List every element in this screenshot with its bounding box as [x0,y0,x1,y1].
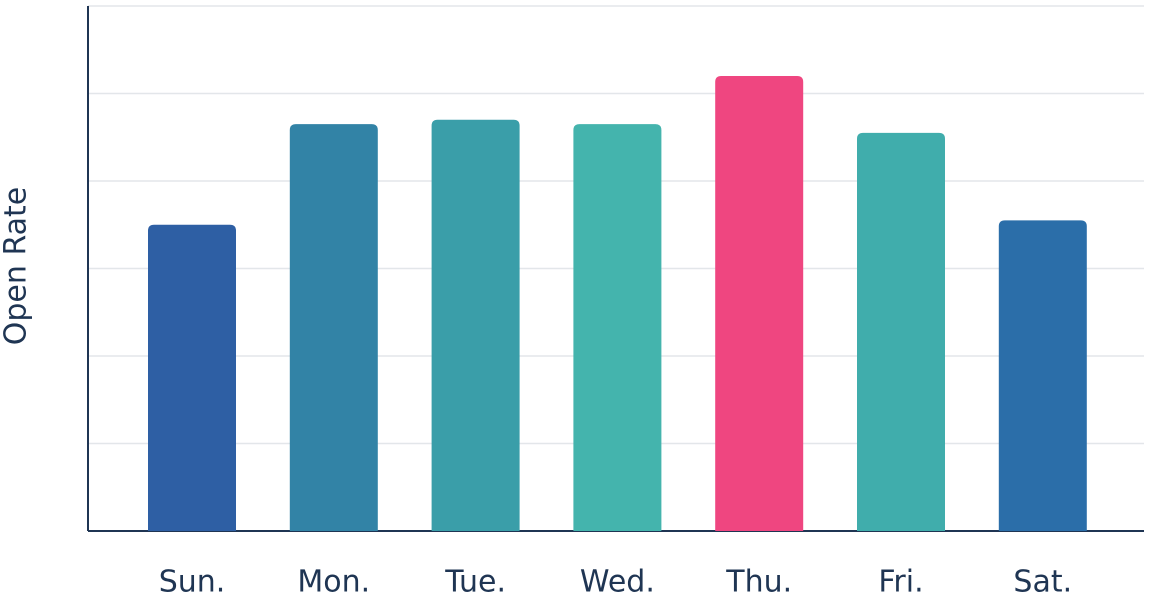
x-tick-label: Fri. [878,565,923,600]
bar [715,76,804,531]
bar [573,124,662,531]
x-tick-label: Thu. [725,565,792,600]
x-tick-label: Sun. [159,565,226,600]
x-tick-label: Tue. [444,565,506,600]
bar [998,220,1087,531]
bar [431,119,520,531]
x-tick-label: Sat. [1013,565,1072,600]
x-tick-label: Mon. [297,565,370,600]
bar [148,224,236,531]
bar [857,132,945,531]
x-tick-label: Wed. [580,565,655,600]
bar [289,124,378,531]
y-axis-title: Open Rate [0,187,34,345]
